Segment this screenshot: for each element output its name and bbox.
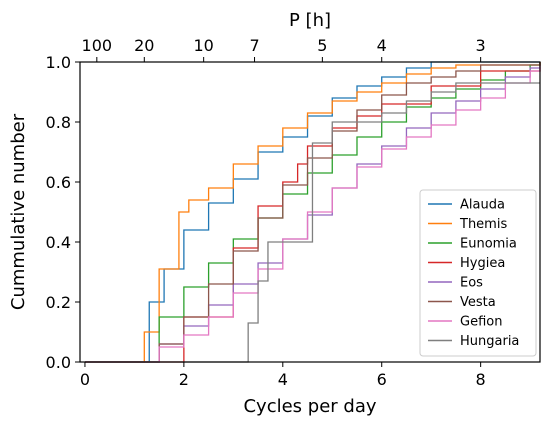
legend-label: Vesta [460, 295, 496, 310]
legend-label: Alauda [460, 198, 505, 213]
series-line-alauda [84, 61, 540, 363]
top-tick-label: 5 [317, 36, 327, 55]
legend: Alauda Themis Eunomia Hygiea Eos Vesta Gefion H… [419, 189, 537, 357]
series-line-gefion [84, 68, 541, 363]
top-axis-label: P [h] [289, 10, 331, 31]
legend-label: Themis [459, 217, 507, 232]
series-line-themis [84, 62, 541, 363]
x-axis-label: Cycles per day [243, 396, 376, 417]
y-tick-label: 0.8 [46, 113, 71, 132]
top-tick-label: 3 [476, 36, 486, 55]
y-tick-label: 0.6 [46, 173, 71, 192]
top-tick-label: 20 [134, 36, 154, 55]
legend-label: Hygiea [460, 256, 505, 271]
legend-label: Gefion [460, 315, 502, 330]
plot-frame [79, 61, 541, 363]
x-tick-label: 6 [377, 370, 387, 389]
x-tick-label: 2 [179, 370, 189, 389]
x-tick-label: 4 [278, 370, 288, 389]
y-axis-label: Cummulative number [8, 113, 29, 310]
series-layer [84, 61, 541, 363]
y-tick-label: 1.0 [46, 53, 71, 72]
x-tick-label: 0 [80, 370, 90, 389]
legend-label: Eos [460, 276, 483, 291]
top-tick-label: 4 [377, 36, 387, 55]
top-tick-label: 7 [249, 36, 259, 55]
y-tick-label: 0.4 [46, 233, 71, 252]
top-tick-label: 10 [193, 36, 213, 55]
series-line-eunomia [84, 62, 541, 363]
legend-label: Eunomia [460, 237, 517, 252]
y-tick-label: 0.0 [46, 353, 71, 372]
axes-layer: 0 2 4 6 8 0.0 0.2 0.4 0.6 0.8 1.0 100 20 10 7 5 4 3 [46, 36, 486, 389]
legend-box [419, 189, 537, 357]
series-line-hungaria [84, 82, 540, 363]
legend-label: Hungaria [460, 334, 519, 349]
x-tick-label: 8 [476, 370, 486, 389]
top-tick-label: 100 [82, 36, 113, 55]
series-line-vesta [84, 62, 541, 363]
y-tick-label: 0.2 [46, 293, 71, 312]
